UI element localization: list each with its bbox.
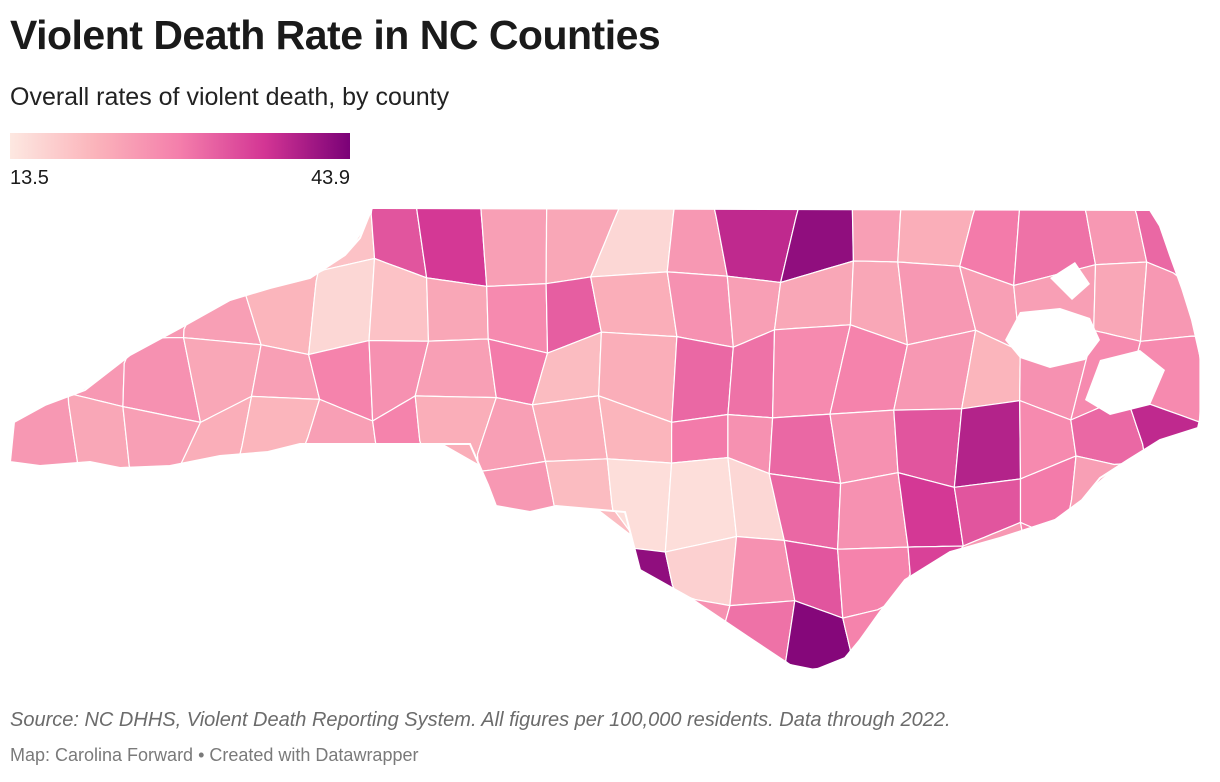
- county-region[interactable]: [836, 472, 909, 550]
- county-region[interactable]: [953, 400, 1022, 488]
- source-note: Source: NC DHHS, Violent Death Reporting…: [10, 709, 951, 731]
- color-legend: 13.5 43.9: [10, 133, 350, 193]
- sound-water: [1050, 262, 1090, 300]
- county-region[interactable]: [1139, 261, 1197, 342]
- county-region[interactable]: [836, 546, 911, 619]
- county-region[interactable]: [414, 338, 497, 399]
- county-region[interactable]: [664, 457, 738, 553]
- nc-county-map: [0, 200, 1220, 680]
- county-region[interactable]: [768, 413, 842, 484]
- county-region[interactable]: [590, 271, 678, 338]
- county-region[interactable]: [531, 395, 608, 462]
- state-outline: [8, 206, 1207, 672]
- county-region[interactable]: [480, 207, 548, 288]
- chart-title: Violent Death Rate in NC Counties: [10, 12, 661, 58]
- legend-max-label: 43.9: [311, 167, 350, 189]
- chart-subtitle: Overall rates of violent death, by count…: [10, 83, 450, 111]
- county-region[interactable]: [829, 409, 899, 484]
- sound-water: [1085, 350, 1165, 415]
- county-region[interactable]: [670, 413, 729, 464]
- county-region[interactable]: [416, 207, 488, 288]
- credit-line: Map: Carolina Forward • Created with Dat…: [10, 745, 419, 765]
- county-region[interactable]: [606, 458, 673, 553]
- county-region[interactable]: [724, 600, 796, 665]
- county-polygons: [8, 206, 1207, 672]
- sound-water: [1005, 308, 1100, 368]
- county-region[interactable]: [9, 395, 79, 467]
- county-region[interactable]: [666, 271, 734, 348]
- county-region[interactable]: [1093, 261, 1148, 342]
- county-region[interactable]: [426, 277, 489, 342]
- county-region[interactable]: [851, 208, 902, 263]
- county-region[interactable]: [671, 336, 734, 423]
- legend-gradient-bar: [10, 133, 350, 159]
- county-region[interactable]: [67, 394, 131, 469]
- legend-min-label: 13.5: [10, 167, 49, 189]
